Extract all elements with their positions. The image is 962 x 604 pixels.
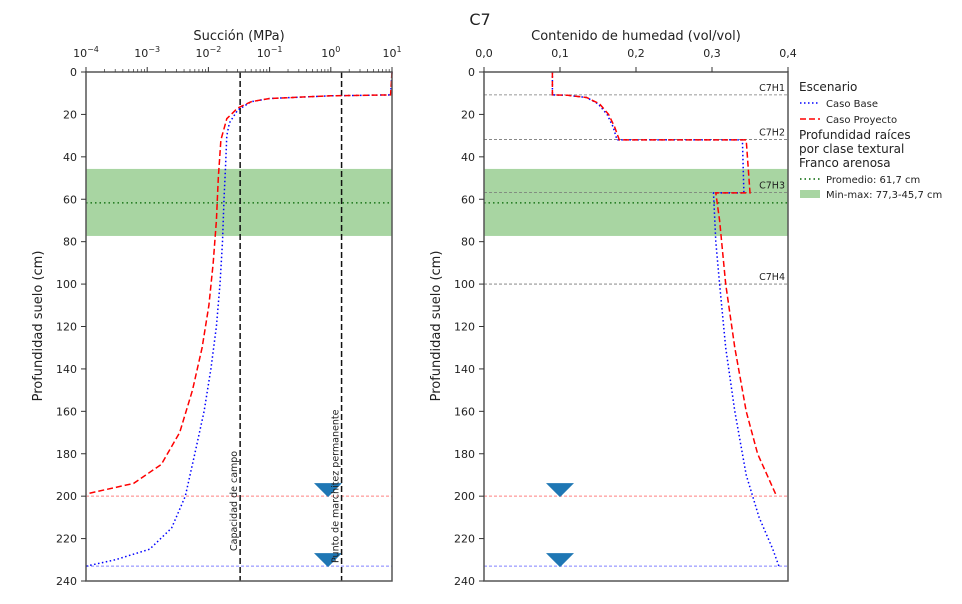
legend-heading-scenario: Escenario: [799, 80, 857, 94]
y-tick-label: 40: [63, 151, 77, 164]
y-tick-label: 160: [454, 405, 475, 418]
suction-panel: Succión (MPa) Profundidad suelo (cm) Cap…: [31, 29, 402, 588]
y-tick-label: 240: [454, 575, 475, 588]
y-tick-label: 160: [56, 405, 77, 418]
x-tick-label: 10−4: [73, 45, 99, 60]
legend-heading-roots-1: Profundidad raíces: [799, 128, 911, 142]
y-tick-label: 100: [56, 278, 77, 291]
moisture-x-label: Contenido de humedad (vol/vol): [531, 29, 741, 44]
legend-label-min-max: Min-max: 77,3-45,7 cm: [826, 190, 942, 201]
legend-heading-roots-3: Franco arenosa: [799, 156, 891, 170]
legend-heading-roots-2: por clase textural: [799, 142, 904, 156]
y-tick-label: 220: [454, 533, 475, 546]
y-tick-label: 80: [461, 236, 475, 249]
figure-title: C7: [469, 10, 490, 29]
horizon-label-c7h3: C7H3: [759, 180, 785, 191]
x-tick-label: 101: [382, 45, 401, 60]
series-caso-proyecto: [85, 71, 393, 495]
horizon-label-c7h2: C7H2: [759, 127, 785, 138]
legend: Escenario Caso Base Caso Proyecto Profun…: [799, 80, 942, 201]
x-tick-label: 10−2: [196, 45, 222, 60]
plot-frame: [483, 71, 789, 582]
legend-label-caso-proyecto: Caso Proyecto: [826, 115, 897, 126]
x-tick-label: 0,3: [703, 47, 721, 60]
y-tick-label: 120: [56, 321, 77, 334]
reference-label-0: Capacidad de campo: [229, 451, 240, 551]
water-table-marker-icon: [313, 483, 342, 498]
y-tick-label: 220: [56, 533, 77, 546]
y-tick-label: 20: [461, 108, 475, 121]
water-table-marker-icon: [546, 483, 574, 498]
y-tick-label: 240: [56, 575, 77, 588]
suction-x-label: Succión (MPa): [193, 29, 284, 44]
x-tick-label: 10−3: [134, 45, 160, 60]
water-table-marker-icon: [313, 553, 342, 568]
y-tick-label: 120: [454, 321, 475, 334]
y-tick-label: 60: [63, 193, 77, 206]
y-tick-label: 60: [461, 193, 475, 206]
y-tick-label: 0: [468, 66, 475, 79]
x-tick-label: 0,4: [779, 47, 797, 60]
y-tick-label: 180: [56, 448, 77, 461]
horizon-label-c7h1: C7H1: [759, 83, 785, 94]
y-tick-label: 0: [70, 66, 77, 79]
series-caso-base: [85, 71, 393, 567]
series-caso-proyecto: [551, 72, 778, 497]
x-tick-label: 10−1: [257, 45, 283, 60]
legend-label-caso-base: Caso Base: [826, 99, 878, 110]
y-tick-label: 200: [454, 490, 475, 503]
water-table-marker-icon: [546, 553, 574, 568]
legend-label-promedio: Promedio: 61,7 cm: [826, 175, 920, 186]
y-tick-label: 40: [461, 151, 475, 164]
reference-label-1: Punto de marchitez permanente: [331, 409, 342, 563]
y-tick-label: 180: [454, 448, 475, 461]
y-tick-label: 80: [63, 236, 77, 249]
moisture-y-label: Profundidad suelo (cm): [429, 251, 444, 402]
x-tick-label: 100: [321, 45, 340, 60]
y-tick-label: 200: [56, 490, 77, 503]
y-tick-label: 100: [454, 278, 475, 291]
x-tick-label: 0,0: [475, 47, 493, 60]
horizon-label-c7h4: C7H4: [759, 272, 785, 283]
y-tick-label: 140: [56, 363, 77, 376]
y-tick-label: 140: [454, 363, 475, 376]
x-tick-label: 0,1: [551, 47, 569, 60]
y-tick-label: 20: [63, 108, 77, 121]
legend-swatch-min-max: [800, 190, 820, 198]
moisture-panel: Contenido de humedad (vol/vol) Profundid…: [429, 29, 797, 588]
x-tick-label: 0,2: [627, 47, 645, 60]
series-caso-base: [551, 72, 780, 567]
suction-y-label: Profundidad suelo (cm): [31, 251, 46, 402]
